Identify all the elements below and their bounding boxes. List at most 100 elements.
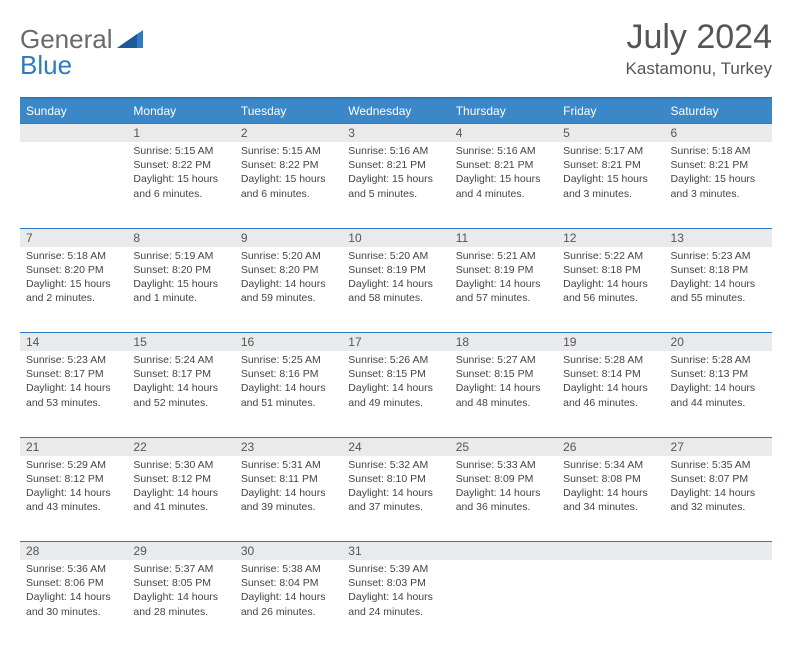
day-number: 11 bbox=[450, 228, 557, 247]
weekday-header: Friday bbox=[557, 98, 664, 124]
sunrise-text: Sunrise: 5:31 AM bbox=[241, 458, 338, 472]
daylight-text: Daylight: 14 hours and 51 minutes. bbox=[241, 381, 338, 409]
day-content-row: Sunrise: 5:15 AMSunset: 8:22 PMDaylight:… bbox=[20, 142, 772, 228]
day-number: 15 bbox=[127, 333, 234, 352]
sunrise-text: Sunrise: 5:32 AM bbox=[348, 458, 445, 472]
weekday-header: Sunday bbox=[20, 98, 127, 124]
daylight-text: Daylight: 14 hours and 28 minutes. bbox=[133, 590, 230, 618]
sunrise-text: Sunrise: 5:15 AM bbox=[133, 144, 230, 158]
daylight-text: Daylight: 14 hours and 26 minutes. bbox=[241, 590, 338, 618]
weekday-row: Sunday Monday Tuesday Wednesday Thursday… bbox=[20, 98, 772, 124]
day-number bbox=[665, 542, 772, 561]
daylight-text: Daylight: 14 hours and 37 minutes. bbox=[348, 486, 445, 514]
daylight-text: Daylight: 14 hours and 32 minutes. bbox=[671, 486, 768, 514]
day-cell bbox=[665, 560, 772, 646]
sunset-text: Sunset: 8:20 PM bbox=[26, 263, 123, 277]
day-content-row: Sunrise: 5:29 AMSunset: 8:12 PMDaylight:… bbox=[20, 456, 772, 542]
sunrise-text: Sunrise: 5:23 AM bbox=[671, 249, 768, 263]
calendar-table: Sunday Monday Tuesday Wednesday Thursday… bbox=[20, 97, 772, 646]
sunrise-text: Sunrise: 5:15 AM bbox=[241, 144, 338, 158]
daylight-text: Daylight: 15 hours and 5 minutes. bbox=[348, 172, 445, 200]
day-cell bbox=[450, 560, 557, 646]
sunrise-text: Sunrise: 5:23 AM bbox=[26, 353, 123, 367]
daylight-text: Daylight: 14 hours and 24 minutes. bbox=[348, 590, 445, 618]
sunrise-text: Sunrise: 5:24 AM bbox=[133, 353, 230, 367]
day-number: 21 bbox=[20, 437, 127, 456]
sunset-text: Sunset: 8:19 PM bbox=[456, 263, 553, 277]
day-number: 9 bbox=[235, 228, 342, 247]
sunset-text: Sunset: 8:13 PM bbox=[671, 367, 768, 381]
sunrise-text: Sunrise: 5:19 AM bbox=[133, 249, 230, 263]
day-cell: Sunrise: 5:19 AMSunset: 8:20 PMDaylight:… bbox=[127, 247, 234, 333]
day-number: 18 bbox=[450, 333, 557, 352]
sunrise-text: Sunrise: 5:22 AM bbox=[563, 249, 660, 263]
sunrise-text: Sunrise: 5:20 AM bbox=[348, 249, 445, 263]
day-number: 19 bbox=[557, 333, 664, 352]
daylight-text: Daylight: 14 hours and 48 minutes. bbox=[456, 381, 553, 409]
location-subtitle: Kastamonu, Turkey bbox=[626, 59, 772, 79]
day-cell: Sunrise: 5:32 AMSunset: 8:10 PMDaylight:… bbox=[342, 456, 449, 542]
daylight-text: Daylight: 14 hours and 57 minutes. bbox=[456, 277, 553, 305]
calendar-body: 123456Sunrise: 5:15 AMSunset: 8:22 PMDay… bbox=[20, 124, 772, 646]
sunset-text: Sunset: 8:22 PM bbox=[133, 158, 230, 172]
sunset-text: Sunset: 8:03 PM bbox=[348, 576, 445, 590]
day-cell: Sunrise: 5:23 AMSunset: 8:17 PMDaylight:… bbox=[20, 351, 127, 437]
day-number-row: 28293031 bbox=[20, 542, 772, 561]
day-cell: Sunrise: 5:30 AMSunset: 8:12 PMDaylight:… bbox=[127, 456, 234, 542]
day-cell: Sunrise: 5:26 AMSunset: 8:15 PMDaylight:… bbox=[342, 351, 449, 437]
sunrise-text: Sunrise: 5:28 AM bbox=[563, 353, 660, 367]
daylight-text: Daylight: 14 hours and 41 minutes. bbox=[133, 486, 230, 514]
sunset-text: Sunset: 8:18 PM bbox=[671, 263, 768, 277]
weekday-header: Monday bbox=[127, 98, 234, 124]
sunrise-text: Sunrise: 5:29 AM bbox=[26, 458, 123, 472]
sunset-text: Sunset: 8:17 PM bbox=[133, 367, 230, 381]
day-cell: Sunrise: 5:18 AMSunset: 8:20 PMDaylight:… bbox=[20, 247, 127, 333]
sunrise-text: Sunrise: 5:33 AM bbox=[456, 458, 553, 472]
weekday-header: Saturday bbox=[665, 98, 772, 124]
daylight-text: Daylight: 14 hours and 59 minutes. bbox=[241, 277, 338, 305]
sunset-text: Sunset: 8:21 PM bbox=[671, 158, 768, 172]
sunset-text: Sunset: 8:08 PM bbox=[563, 472, 660, 486]
day-number bbox=[20, 124, 127, 143]
day-number: 31 bbox=[342, 542, 449, 561]
sunset-text: Sunset: 8:06 PM bbox=[26, 576, 123, 590]
brand-word2: Blue bbox=[20, 50, 72, 80]
sunrise-text: Sunrise: 5:30 AM bbox=[133, 458, 230, 472]
day-cell: Sunrise: 5:20 AMSunset: 8:19 PMDaylight:… bbox=[342, 247, 449, 333]
day-cell: Sunrise: 5:23 AMSunset: 8:18 PMDaylight:… bbox=[665, 247, 772, 333]
daylight-text: Daylight: 14 hours and 34 minutes. bbox=[563, 486, 660, 514]
day-cell: Sunrise: 5:20 AMSunset: 8:20 PMDaylight:… bbox=[235, 247, 342, 333]
title-block: July 2024 Kastamonu, Turkey bbox=[626, 18, 772, 79]
sunset-text: Sunset: 8:14 PM bbox=[563, 367, 660, 381]
sunset-text: Sunset: 8:12 PM bbox=[133, 472, 230, 486]
weekday-header: Tuesday bbox=[235, 98, 342, 124]
day-number-row: 78910111213 bbox=[20, 228, 772, 247]
day-cell: Sunrise: 5:25 AMSunset: 8:16 PMDaylight:… bbox=[235, 351, 342, 437]
weekday-header: Wednesday bbox=[342, 98, 449, 124]
day-cell: Sunrise: 5:24 AMSunset: 8:17 PMDaylight:… bbox=[127, 351, 234, 437]
day-cell: Sunrise: 5:31 AMSunset: 8:11 PMDaylight:… bbox=[235, 456, 342, 542]
day-number: 10 bbox=[342, 228, 449, 247]
sunrise-text: Sunrise: 5:25 AM bbox=[241, 353, 338, 367]
day-cell: Sunrise: 5:28 AMSunset: 8:13 PMDaylight:… bbox=[665, 351, 772, 437]
day-number bbox=[557, 542, 664, 561]
daylight-text: Daylight: 14 hours and 39 minutes. bbox=[241, 486, 338, 514]
daylight-text: Daylight: 14 hours and 52 minutes. bbox=[133, 381, 230, 409]
day-cell bbox=[557, 560, 664, 646]
day-cell: Sunrise: 5:15 AMSunset: 8:22 PMDaylight:… bbox=[235, 142, 342, 228]
day-cell: Sunrise: 5:39 AMSunset: 8:03 PMDaylight:… bbox=[342, 560, 449, 646]
day-cell: Sunrise: 5:33 AMSunset: 8:09 PMDaylight:… bbox=[450, 456, 557, 542]
day-number: 22 bbox=[127, 437, 234, 456]
month-title: July 2024 bbox=[626, 18, 772, 57]
sunset-text: Sunset: 8:19 PM bbox=[348, 263, 445, 277]
sunrise-text: Sunrise: 5:17 AM bbox=[563, 144, 660, 158]
sunset-text: Sunset: 8:07 PM bbox=[671, 472, 768, 486]
day-number: 27 bbox=[665, 437, 772, 456]
daylight-text: Daylight: 15 hours and 4 minutes. bbox=[456, 172, 553, 200]
day-cell: Sunrise: 5:17 AMSunset: 8:21 PMDaylight:… bbox=[557, 142, 664, 228]
sunset-text: Sunset: 8:20 PM bbox=[133, 263, 230, 277]
day-number: 26 bbox=[557, 437, 664, 456]
day-number: 12 bbox=[557, 228, 664, 247]
day-cell: Sunrise: 5:34 AMSunset: 8:08 PMDaylight:… bbox=[557, 456, 664, 542]
sunset-text: Sunset: 8:21 PM bbox=[456, 158, 553, 172]
